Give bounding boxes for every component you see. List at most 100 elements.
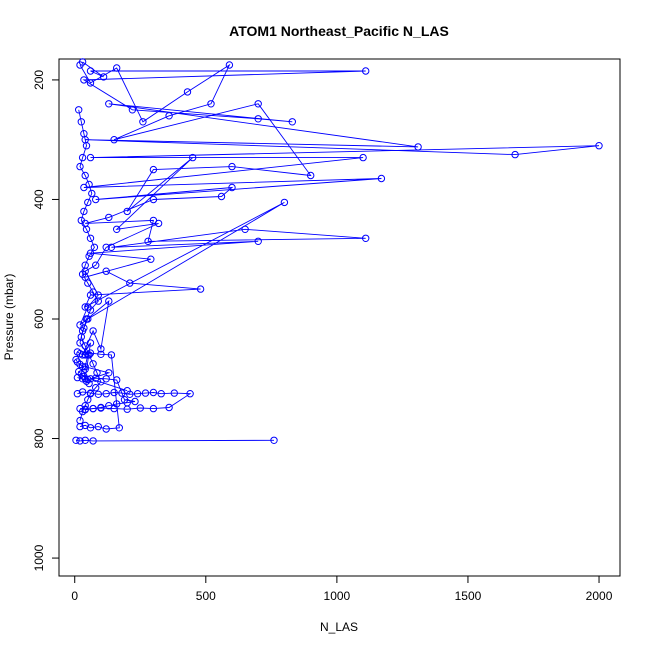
data-point	[362, 234, 370, 243]
x-axis: 0 500 1000 1500 2000	[71, 575, 613, 603]
series-8	[72, 355, 93, 388]
series-line	[78, 109, 102, 421]
data-point	[81, 171, 89, 180]
data-point	[228, 162, 236, 171]
data-point	[84, 396, 92, 404]
data-point	[196, 285, 205, 293]
data-point	[105, 297, 113, 305]
series-3	[75, 106, 105, 425]
data-point	[89, 437, 97, 445]
data-point	[189, 153, 197, 162]
data-point	[254, 237, 262, 246]
data-point	[102, 267, 110, 275]
data-point	[75, 106, 83, 114]
data-point	[241, 225, 249, 234]
data-point	[97, 350, 105, 358]
data-point	[157, 390, 165, 398]
data-point	[183, 88, 192, 96]
data-point	[94, 390, 103, 398]
data-point	[76, 437, 84, 445]
data-point	[359, 153, 367, 162]
series-line	[79, 63, 312, 379]
x-tick-label: 1000	[324, 589, 351, 603]
data-point	[78, 270, 87, 278]
chart-title: ATOM1 Northeast_Pacific N_LAS	[229, 23, 449, 39]
data-point	[80, 207, 88, 216]
data-point	[82, 377, 91, 385]
data-point	[81, 342, 89, 350]
data-point	[110, 388, 118, 397]
data-point	[170, 389, 179, 397]
data-point	[105, 213, 113, 222]
y-tick-label: 400	[32, 189, 46, 209]
data-point	[81, 365, 89, 373]
data-point	[126, 279, 134, 287]
data-point	[90, 243, 99, 252]
series-line	[77, 391, 192, 410]
data-point	[115, 424, 124, 432]
data-point	[81, 261, 89, 269]
x-tick-label: 500	[196, 589, 216, 603]
data-point	[72, 436, 80, 444]
data-point	[80, 76, 88, 84]
data-point	[86, 234, 95, 243]
data-point	[254, 115, 262, 123]
x-tick-label: 2000	[586, 589, 613, 603]
data-point	[84, 279, 92, 287]
series-6	[73, 348, 124, 433]
data-point	[89, 404, 97, 413]
data-point	[217, 192, 226, 201]
data-point	[280, 198, 289, 207]
data-point	[86, 389, 95, 397]
data-point	[144, 237, 152, 246]
data-point	[73, 390, 82, 398]
data-point	[82, 225, 91, 234]
data-point	[165, 403, 173, 412]
data-point	[149, 404, 158, 413]
plot-area	[72, 58, 603, 445]
data-point	[511, 150, 519, 159]
data-point	[77, 118, 86, 126]
series-line	[79, 61, 600, 392]
data-point	[118, 389, 126, 397]
data-point	[92, 195, 100, 204]
data-point	[186, 390, 194, 398]
data-point	[123, 399, 131, 407]
y-tick-label: 600	[32, 309, 46, 329]
data-point	[307, 171, 315, 180]
data-point	[77, 216, 86, 225]
data-point	[105, 402, 113, 410]
data-point	[131, 397, 139, 406]
data-point	[81, 436, 89, 444]
data-point	[362, 67, 370, 75]
data-point	[75, 367, 83, 376]
data-point	[86, 67, 95, 75]
data-point	[377, 174, 386, 183]
data-point	[92, 384, 100, 392]
data-point	[102, 425, 110, 433]
data-point	[86, 306, 95, 314]
data-point	[81, 351, 89, 359]
data-point	[107, 243, 116, 252]
data-point	[86, 79, 95, 87]
data-point	[92, 374, 100, 382]
data-point	[76, 422, 84, 431]
data-point	[81, 406, 89, 414]
data-point	[93, 369, 101, 377]
data-point	[139, 118, 147, 126]
data-point	[113, 225, 121, 234]
data-point	[102, 375, 110, 383]
data-point	[105, 100, 113, 108]
data-point	[149, 388, 158, 397]
data-point	[113, 376, 121, 384]
data-point	[78, 388, 87, 396]
data-point	[80, 130, 88, 138]
data-point	[123, 207, 131, 216]
data-point	[76, 350, 84, 358]
data-point	[94, 297, 103, 305]
y-axis-label: Pressure (mbar)	[2, 274, 16, 361]
series-line	[77, 351, 120, 430]
data-point	[85, 180, 93, 189]
series-7	[72, 436, 278, 445]
